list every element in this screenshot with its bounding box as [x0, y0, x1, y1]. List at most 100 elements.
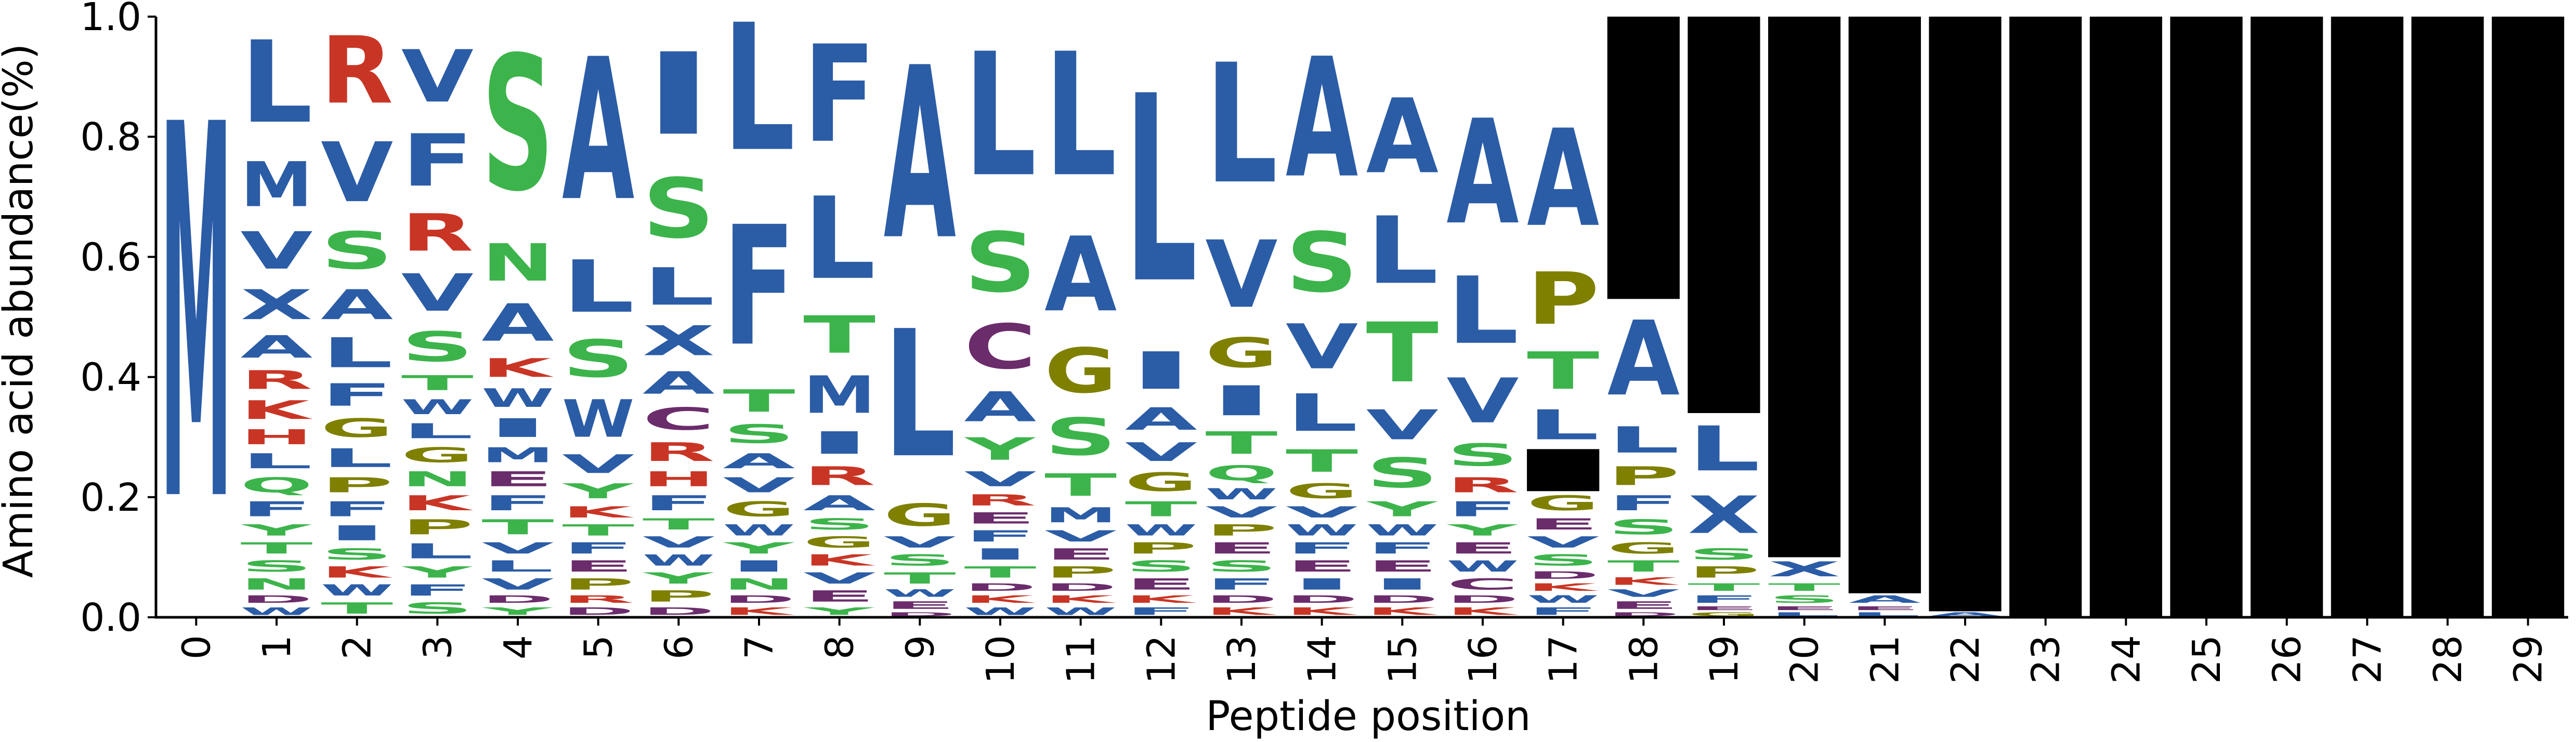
logo-letter-5-a-12: A	[562, 18, 635, 244]
y-tick-label: 0.2	[80, 475, 141, 520]
logo-letter-16-w-3: W	[1446, 557, 1519, 575]
logo-letter-6-t-5: T	[643, 515, 715, 533]
logo-letter-6-s-13: S	[643, 161, 715, 257]
logo-letter-11-m-6: M	[1044, 504, 1117, 527]
logo-letter-2-r-14: R	[321, 18, 393, 125]
logo-letter-3-f-14: F	[401, 119, 474, 203]
y-tick-label: 0.0	[80, 595, 141, 640]
logo-letter-5-s-10: S	[562, 329, 634, 389]
logo-letter-15-w-5: W	[1366, 521, 1439, 539]
logo-letter-13-v-6: V	[1205, 504, 1278, 521]
x-tick-label: 20	[1783, 635, 1827, 684]
logo-letter-15-k-0: K	[1366, 605, 1439, 617]
logo-letter-11-t-7: T	[1044, 468, 1117, 504]
logo-letter-4-y-0: Y	[481, 605, 553, 617]
logo-letter-7-l-12: L	[723, 0, 795, 190]
logo-letter-5-v-8: V	[562, 449, 634, 479]
logo-letter-13-i-10: I	[1205, 377, 1277, 425]
logo-letter-3-s-11: S	[401, 323, 474, 371]
logo-letter-16-a-11: A	[1446, 89, 1519, 257]
logo-letter-2-l-7: L	[321, 443, 393, 473]
logo-letter-2-a-11: A	[321, 281, 393, 329]
logo-letter-3-w-9: W	[401, 395, 474, 419]
logo-letter-1-q-7: Q	[240, 473, 312, 497]
logo-letter-14-v-6: V	[1286, 504, 1358, 521]
logo-letter-10-r-7: R	[964, 491, 1036, 509]
logo-letter-12-f-0: F	[1125, 605, 1197, 617]
logo-letter-14-d-1: D	[1286, 593, 1358, 605]
logo-letter-8-e-1: E	[803, 587, 875, 605]
plot-area: M WDNSTYFQLHKRAXVMLTWKSIFPLGFLASVRSFYLPKN…	[160, 0, 2565, 617]
y-axis: 0.0 0.2 0.4 0.6 0.8 1.0	[80, 0, 158, 640]
logo-letter-7-w-5: W	[723, 521, 795, 539]
logo-letter-2-f-5: F	[321, 497, 393, 521]
x-tick-label: 19	[1702, 635, 1747, 684]
logo-letter-19-e-1: E	[1688, 605, 1760, 612]
x-tick-label: 12	[1139, 635, 1184, 684]
logo-gap-26	[2251, 17, 2323, 617]
logo-letter-12-l-11: L	[1125, 42, 1197, 341]
logo-letter-19-t-3: T	[1688, 581, 1760, 593]
logo-letter-4-f-6: F	[481, 491, 554, 515]
logo-column-22: A	[1929, 17, 2002, 617]
logo-letter-4-v-2: V	[481, 575, 554, 593]
logo-letter-1-n-2: N	[240, 575, 312, 593]
logo-letter-19-s-5: S	[1688, 545, 1760, 563]
logo-gap-19	[1688, 17, 1760, 413]
logo-column-24	[2089, 17, 2162, 617]
logo-letter-8-g-4: G	[803, 533, 875, 551]
logo-letter-10-w-0: W	[964, 605, 1036, 617]
logo-column-0: M	[160, 18, 232, 616]
logo-letter-7-k-0: K	[723, 605, 795, 617]
x-tick-label: 25	[2185, 635, 2229, 684]
logo-letter-5-k-6: K	[562, 504, 634, 521]
logo-letter-12-p-4: P	[1125, 539, 1197, 557]
logo-letter-7-a-8: A	[723, 449, 795, 473]
logo-letter-17-d-3: D	[1527, 569, 1599, 581]
logo-letter-21-e-1: E	[1849, 605, 1921, 612]
logo-letter-12-t-6: T	[1125, 497, 1197, 521]
logo-letter-3-f-1: F	[401, 581, 474, 599]
logo-letter-1-x-13: X	[240, 281, 312, 329]
x-tick-label: 4	[496, 635, 541, 659]
logo-letter-16-f-6: F	[1446, 497, 1519, 521]
logo-column-26	[2251, 17, 2323, 617]
x-tick-label: 27	[2345, 635, 2390, 684]
logo-letter-3-r-13: R	[401, 203, 474, 263]
logo-letter-15-v-8: V	[1366, 401, 1439, 449]
logo-letter-2-l-10: L	[321, 329, 393, 377]
logo-gap-18	[1607, 17, 1680, 299]
x-tick-label: 22	[1943, 635, 1988, 684]
logo-letter-14-v-10: V	[1286, 311, 1358, 383]
logo-letter-4-k-11: K	[481, 353, 554, 383]
logo-letter-8-a-6: A	[803, 491, 876, 515]
logo-letter-7-n-2: N	[723, 575, 795, 593]
logo-letter-10-l-13: L	[964, 17, 1036, 215]
logo-letter-18-g-5: G	[1607, 539, 1680, 558]
logo-letter-9-l-7: L	[884, 293, 956, 496]
x-axis-label: Peptide position	[1206, 693, 1531, 740]
logo-letter-11-e-4: E	[1044, 546, 1117, 563]
logo-letter-3-v-15: V	[401, 35, 474, 118]
x-tick-label: 7	[737, 635, 782, 659]
logo-letter-6-d-0: D	[643, 605, 715, 617]
logo-letter-6-w-3: W	[643, 551, 715, 569]
logo-letter-2-s-3: S	[321, 545, 393, 563]
logo-letter-19-g-0: G	[1688, 612, 1760, 617]
logo-letter-18-d-0: D	[1607, 612, 1680, 617]
logo-letter-15-a-11: A	[1366, 77, 1439, 196]
logo-letter-4-i-9: I	[481, 413, 554, 443]
logo-letter-1-w-0: W	[240, 605, 312, 617]
logo-letter-19-l-7: L	[1688, 414, 1760, 485]
